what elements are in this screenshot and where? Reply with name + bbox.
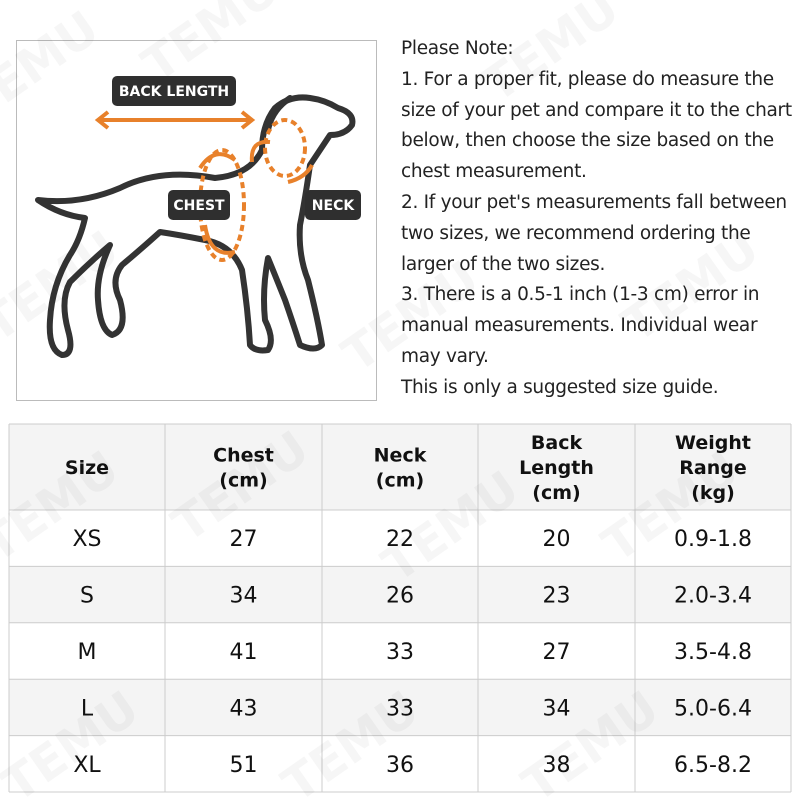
table-cell: 41 [230, 640, 258, 665]
label-box [168, 190, 230, 220]
table-cell: XL [73, 753, 101, 778]
table-cell: 3.5-4.8 [674, 640, 752, 665]
table-cell: M [78, 640, 97, 665]
table-cell: 33 [386, 696, 414, 721]
table-cell: 33 [386, 640, 414, 665]
note-line: 3. There is a 0.5-1 inch (1-3 cm) error … [401, 284, 760, 306]
table-cell: L [81, 696, 94, 721]
diagram-label: NECK [312, 198, 356, 214]
row-shade [9, 566, 791, 623]
table-cell: XS [72, 527, 101, 552]
table-cell: S [80, 584, 94, 609]
note-line: below, then choose the size based on the [401, 130, 774, 152]
table-cell: 27 [230, 527, 258, 552]
header-bg [9, 424, 791, 510]
table-cell: 0.9-1.8 [674, 527, 752, 552]
note-line: manual measurements. Individual wear [401, 315, 758, 337]
diagram-label: CHEST [173, 198, 225, 214]
table-cell: 20 [543, 527, 571, 552]
note-line: Please Note: [401, 38, 514, 59]
label-box [305, 190, 361, 220]
table-cell: 43 [230, 696, 258, 721]
header-cell: Range [679, 457, 746, 479]
diagram: BACK LENGTH CHEST NECK [16, 40, 377, 401]
header-cell: Neck [374, 445, 427, 467]
note-line: larger of the two sizes. [401, 253, 606, 275]
header-cell: Size [65, 457, 109, 479]
table-cell: 27 [543, 640, 571, 665]
header-cell: Back [531, 432, 583, 454]
note-line: chest measurement. [401, 161, 587, 183]
header-cell: Length [519, 457, 594, 479]
table-cell: 5.0-6.4 [674, 696, 752, 721]
note-line: two sizes, we recommend ordering the [401, 222, 751, 244]
table-cell: 51 [230, 753, 258, 778]
table-cell: 22 [386, 527, 414, 552]
table-cell: 38 [543, 753, 571, 778]
table-cell: 26 [386, 584, 414, 609]
row-shade [9, 679, 791, 736]
table-cell: 23 [543, 584, 571, 609]
header-cell: (cm) [532, 482, 580, 504]
note-line: 1. For a proper fit, please do measure t… [401, 68, 774, 90]
table-cell: 2.0-3.4 [674, 584, 752, 609]
table-cell: 34 [543, 696, 571, 721]
note-line: 2. If your pet's measurements fall betwe… [401, 191, 787, 213]
header-cell: Weight [675, 432, 751, 454]
header-cell: (kg) [691, 482, 735, 504]
note-line: This is only a suggested size guide. [401, 376, 719, 398]
label-box [112, 76, 236, 106]
measure-arrows [94, 110, 314, 262]
header-cell: (cm) [376, 470, 424, 492]
table-cell: 36 [386, 753, 414, 778]
header-cell: Chest [213, 445, 274, 467]
table-cell: 34 [230, 584, 258, 609]
notes: Please Note: 1. For a proper fit, please … [401, 34, 792, 404]
diagram-label: BACK LENGTH [119, 84, 229, 100]
note-line: may vary. [401, 345, 489, 367]
table-cell: 6.5-8.2 [674, 753, 752, 778]
dog-outline [35, 94, 356, 358]
note-line: size of your pet and compare it to the c… [401, 99, 792, 121]
header-cell: (cm) [219, 470, 267, 492]
